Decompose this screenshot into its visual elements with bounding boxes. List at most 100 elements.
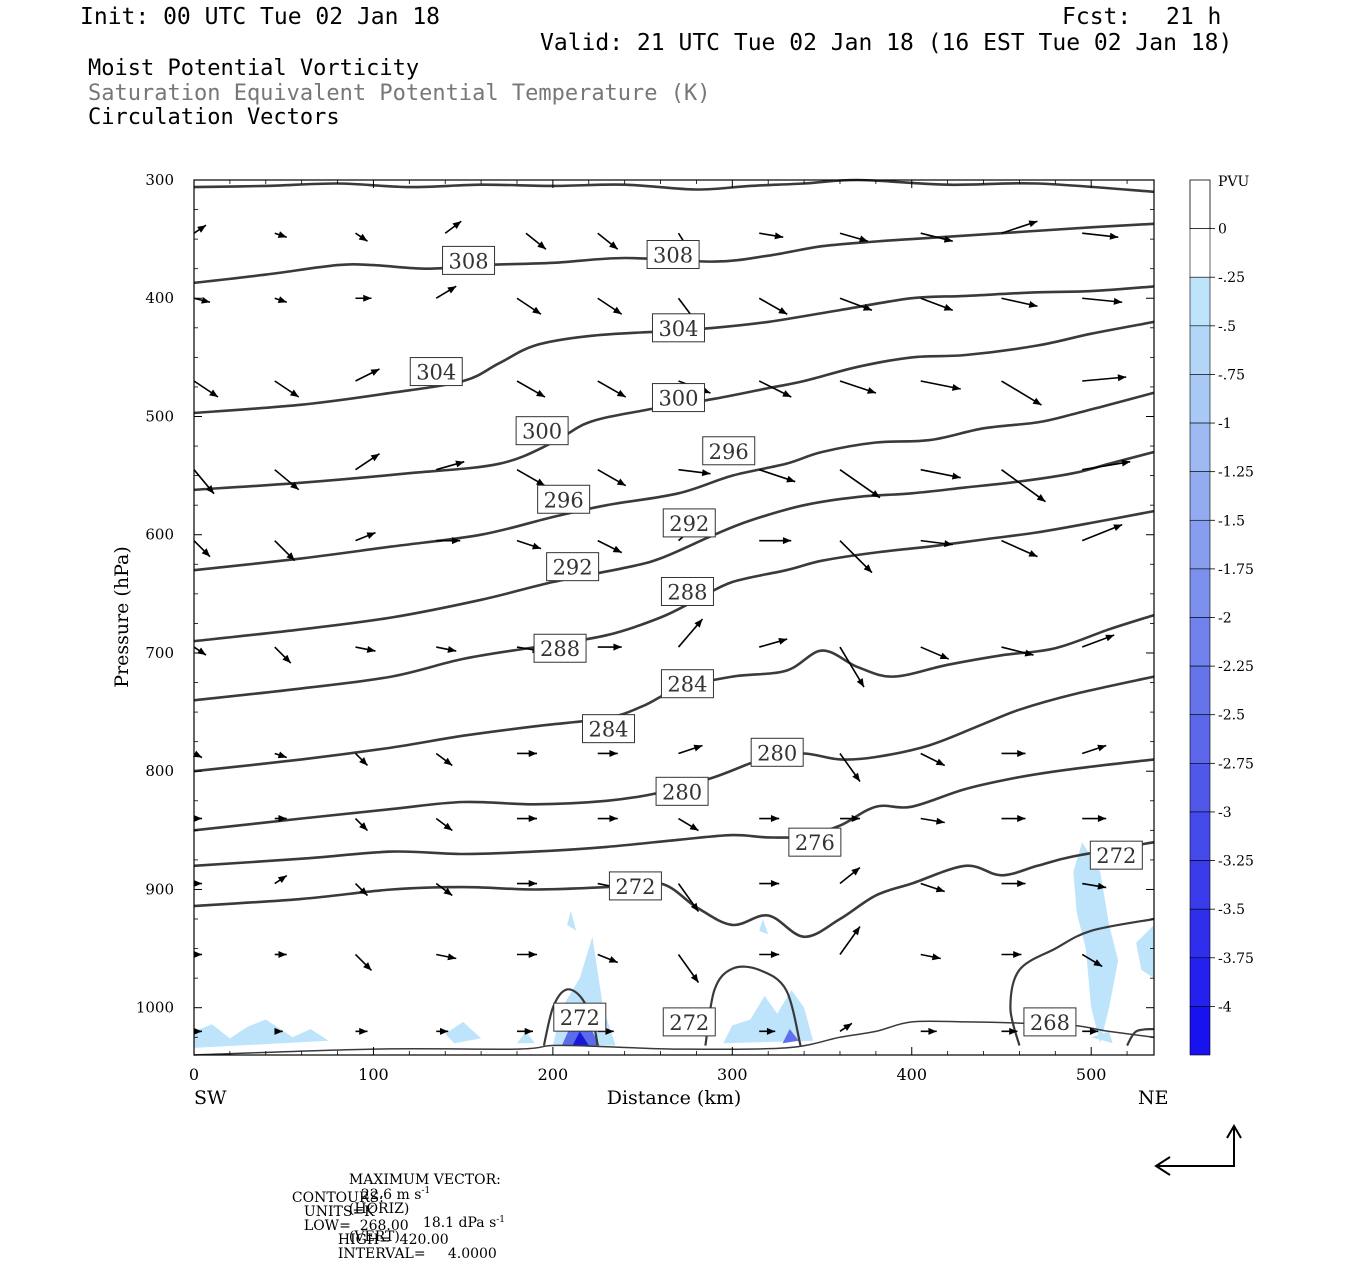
footer-vector-label: MAXIMUM VECTOR: xyxy=(348,1172,501,1188)
circulation-vector xyxy=(758,297,788,315)
vector-head xyxy=(193,815,202,823)
circulation-vector xyxy=(759,950,780,958)
circulation-vector xyxy=(355,453,380,471)
circulation-vector xyxy=(193,880,202,888)
colorbar-bin xyxy=(1189,617,1211,667)
circulation-vector xyxy=(759,537,792,545)
vector-head xyxy=(1009,1027,1018,1035)
vector-head xyxy=(1097,882,1107,890)
circulation-vector xyxy=(193,380,219,398)
vector-head xyxy=(201,548,210,557)
vector-head xyxy=(282,654,291,664)
circulation-vector xyxy=(444,220,462,234)
field-title-mpv: Moist Potential Vorticity xyxy=(88,56,420,81)
circulation-vector xyxy=(516,749,537,757)
contour-line-272 xyxy=(704,965,802,1046)
vector-head xyxy=(859,235,868,243)
contour-label-box xyxy=(582,714,636,744)
circulation-vector xyxy=(677,883,700,913)
circulation-vector xyxy=(1001,749,1026,757)
vector-head xyxy=(439,1027,449,1035)
contour-label: 280 xyxy=(655,776,709,806)
circulation-vector xyxy=(1001,646,1034,657)
x-tick-label: 100 xyxy=(358,1065,389,1084)
contour-label-text: 300 xyxy=(522,420,562,444)
colorbar-bin xyxy=(1189,957,1211,1007)
vector-head xyxy=(856,678,864,688)
valid-time: Valid: 21 UTC Tue 02 Jan 18 (16 EST Tue … xyxy=(540,30,1233,56)
circulation-vector xyxy=(920,752,946,767)
contour-line-272 xyxy=(1009,917,1155,1046)
vector-head xyxy=(951,472,961,480)
vector-head xyxy=(359,757,368,766)
colorbar-bin xyxy=(1189,276,1211,327)
vector-head xyxy=(1017,749,1026,757)
contour-label-box xyxy=(646,239,700,269)
contour-label-box xyxy=(662,1007,716,1037)
y-tick-label: 1000 xyxy=(136,999,174,1017)
vector-head xyxy=(1036,493,1046,502)
vector-head xyxy=(943,235,953,243)
vector-head xyxy=(359,822,368,831)
vector-head xyxy=(1024,649,1034,657)
circulation-vector xyxy=(920,539,953,548)
circulation-vector xyxy=(525,232,547,250)
circulation-vector xyxy=(1001,297,1038,308)
circulation-vector xyxy=(436,1027,449,1035)
vector-head xyxy=(528,815,537,823)
vector-head xyxy=(201,296,210,304)
vector-head xyxy=(935,885,945,893)
contour-label: 288 xyxy=(660,576,714,606)
contour-label-box xyxy=(702,436,756,466)
x-tick-label: 400 xyxy=(896,1065,927,1084)
circulation-vector xyxy=(516,297,542,315)
footer-interval: INTERVAL= 4.0000 xyxy=(337,1246,497,1262)
colorbar-bin xyxy=(1189,422,1211,472)
circulation-vector xyxy=(516,469,546,487)
vector-head xyxy=(778,637,788,645)
vector-head xyxy=(867,387,876,394)
vector-head xyxy=(1028,301,1038,308)
contour-label-box xyxy=(662,508,716,538)
contour-label: 308 xyxy=(442,245,496,275)
contour-label: 272 xyxy=(608,871,662,901)
vector-head xyxy=(1117,374,1127,382)
vector-head xyxy=(690,902,699,912)
circulation-vector xyxy=(1082,459,1131,471)
x-tick-label: 500 xyxy=(1076,1065,1107,1084)
contour-label-box xyxy=(1023,1007,1077,1037)
pv-shaded-region xyxy=(1136,924,1154,979)
circulation-vector xyxy=(839,926,861,955)
circulation-vector xyxy=(678,468,711,477)
vector-head xyxy=(786,475,796,483)
contour-label-text: 308 xyxy=(448,249,488,273)
colorbar-label: -3.25 xyxy=(1218,854,1254,870)
vector-head xyxy=(197,647,206,656)
contour-label: 276 xyxy=(788,827,842,857)
contour-label-text: 292 xyxy=(669,512,709,536)
vector-head xyxy=(528,880,537,888)
vector-head xyxy=(277,875,287,884)
vector-head xyxy=(1109,232,1119,240)
vector-head xyxy=(871,490,880,498)
vector-head xyxy=(843,1023,852,1031)
vector-head xyxy=(358,233,368,242)
circulation-vector xyxy=(759,815,780,823)
circulation-vector xyxy=(1082,232,1119,240)
vector-head xyxy=(277,296,287,303)
contour-line-300 xyxy=(193,320,1155,492)
vector-head xyxy=(935,817,945,825)
circulation-vector xyxy=(193,950,202,958)
field-title-vectors: Circulation Vectors xyxy=(88,105,340,130)
forecast-hour: 21 h xyxy=(1166,4,1222,30)
y-axis-label: Pressure (hPa) xyxy=(111,546,133,688)
contour-label-text: 272 xyxy=(560,1006,600,1030)
circulation-vector xyxy=(436,645,457,653)
circulation-vector xyxy=(597,539,623,554)
contour-label: 284 xyxy=(660,669,714,699)
contour-label-box xyxy=(515,416,569,446)
circulation-vector xyxy=(597,380,627,398)
contour-label-text: 296 xyxy=(709,440,749,464)
pv-shaded-region xyxy=(1073,842,1119,1044)
circulation-vector xyxy=(839,866,861,885)
